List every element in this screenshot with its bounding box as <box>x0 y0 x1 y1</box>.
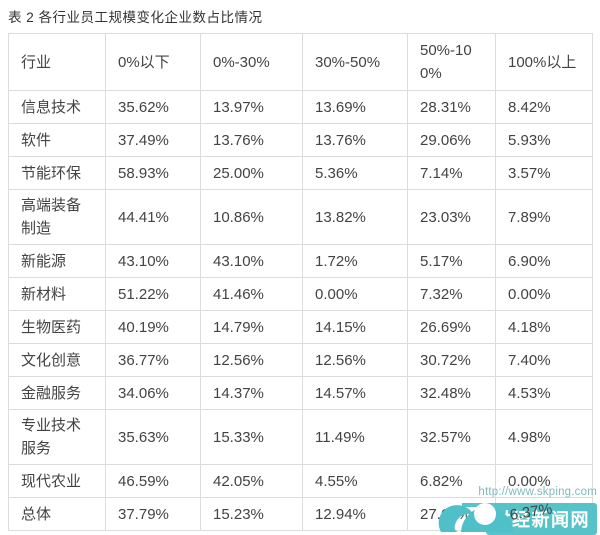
value-cell: 7.14% <box>407 156 496 190</box>
value-cell: 26.69% <box>407 310 496 344</box>
value-cell: 13.97% <box>200 90 303 124</box>
value-cell: 14.15% <box>302 310 408 344</box>
column-header-above-100: 100%以上 <box>495 33 593 91</box>
value-cell: 40.19% <box>105 310 201 344</box>
industry-cell: 新材料 <box>8 277 106 311</box>
column-header-30-50: 30%-50% <box>302 33 408 91</box>
value-cell: 15.23% <box>200 497 303 531</box>
column-header-below-0: 0%以下 <box>105 33 201 91</box>
value-cell: 15.33% <box>200 409 303 465</box>
industry-change-table: 行业 0%以下 0%-30% 30%-50% 50%-100% 100%以上 信… <box>8 33 593 531</box>
value-cell: 12.56% <box>200 343 303 377</box>
value-cell: 13.76% <box>200 123 303 157</box>
value-cell: 0.00% <box>302 277 408 311</box>
value-cell: 36.77% <box>105 343 201 377</box>
value-cell: 4.55% <box>302 464 408 498</box>
value-cell: 28.31% <box>407 90 496 124</box>
industry-cell: 新能源 <box>8 244 106 278</box>
value-cell: 35.63% <box>105 409 201 465</box>
value-cell: 11.49% <box>302 409 408 465</box>
value-cell: 7.40% <box>495 343 593 377</box>
value-cell: 13.76% <box>302 123 408 157</box>
value-cell: 29.06% <box>407 123 496 157</box>
industry-cell: 生物医药 <box>8 310 106 344</box>
value-cell: 44.41% <box>105 189 201 245</box>
value-cell: 30.72% <box>407 343 496 377</box>
industry-cell: 专业技术服务 <box>8 409 106 465</box>
value-cell: 51.22% <box>105 277 201 311</box>
industry-cell: 金融服务 <box>8 376 106 410</box>
value-cell: 10.86% <box>200 189 303 245</box>
value-cell: 32.57% <box>407 409 496 465</box>
industry-cell: 文化创意 <box>8 343 106 377</box>
value-cell: 42.05% <box>200 464 303 498</box>
value-cell: 5.93% <box>495 123 593 157</box>
value-cell: 0.00% <box>495 464 593 498</box>
industry-cell: 高端装备制造 <box>8 189 106 245</box>
table-row: 软件 37.49% 13.76% 13.76% 29.06% 5.93% <box>8 123 593 157</box>
value-cell: 58.93% <box>105 156 201 190</box>
value-cell: 4.98% <box>495 409 593 465</box>
value-cell: 14.57% <box>302 376 408 410</box>
industry-cell: 总体 <box>8 497 106 531</box>
table-row: 生物医药 40.19% 14.79% 14.15% 26.69% 4.18% <box>8 310 593 344</box>
watermark-url: http://www.skping.com <box>478 486 597 498</box>
value-cell: 3.57% <box>495 156 593 190</box>
value-cell: 35.62% <box>105 90 201 124</box>
value-cell: 37.49% <box>105 123 201 157</box>
value-cell: 7.32% <box>407 277 496 311</box>
value-cell: 1.72% <box>302 244 408 278</box>
table-row: 金融服务 34.06% 14.37% 14.57% 32.48% 4.53% <box>8 376 593 410</box>
industry-cell: 现代农业 <box>8 464 106 498</box>
value-cell: 34.06% <box>105 376 201 410</box>
column-header-50-100: 50%-100% <box>407 33 496 91</box>
value-cell: 0.00% <box>495 277 593 311</box>
value-cell: 32.48% <box>407 376 496 410</box>
value-cell: 37.79% <box>105 497 201 531</box>
table-row: 新能源 43.10% 43.10% 1.72% 5.17% 6.90% <box>8 244 593 278</box>
industry-cell: 软件 <box>8 123 106 157</box>
table-row: 文化创意 36.77% 12.56% 12.56% 30.72% 7.40% <box>8 343 593 377</box>
value-cell: 6.90% <box>495 244 593 278</box>
table-row: 节能环保 58.93% 25.00% 5.36% 7.14% 3.57% <box>8 156 593 190</box>
value-cell: 23.03% <box>407 189 496 245</box>
value-cell: 5.17% <box>407 244 496 278</box>
value-cell: 14.79% <box>200 310 303 344</box>
value-cell: 14.37% <box>200 376 303 410</box>
value-cell: 43.10% <box>105 244 201 278</box>
header-row: 行业 0%以下 0%-30% 30%-50% 50%-100% 100%以上 <box>8 33 593 91</box>
value-cell: 5.36% <box>302 156 408 190</box>
value-cell: 12.94% <box>302 497 408 531</box>
value-cell: 41.46% <box>200 277 303 311</box>
table-row: 现代农业 46.59% 42.05% 4.55% 6.82% 0.00% <box>8 464 593 498</box>
site-logo-icon <box>438 503 514 532</box>
column-header-0-30: 0%-30% <box>200 33 303 91</box>
value-cell: 43.10% <box>200 244 303 278</box>
column-header-industry: 行业 <box>8 33 106 91</box>
table-row: 专业技术服务 35.63% 15.33% 11.49% 32.57% 4.98% <box>8 409 593 465</box>
value-cell: 13.69% <box>302 90 408 124</box>
value-cell: 46.59% <box>105 464 201 498</box>
value-cell: 25.00% <box>200 156 303 190</box>
table-row: 高端装备制造 44.41% 10.86% 13.82% 23.03% 7.89% <box>8 189 593 245</box>
value-cell: 13.82% <box>302 189 408 245</box>
industry-cell: 节能环保 <box>8 156 106 190</box>
table-row: 新材料 51.22% 41.46% 0.00% 7.32% 0.00% <box>8 277 593 311</box>
table-row: 信息技术 35.62% 13.97% 13.69% 28.31% 8.42% <box>8 90 593 124</box>
value-cell: 4.18% <box>495 310 593 344</box>
industry-cell: 信息技术 <box>8 90 106 124</box>
value-cell: 8.42% <box>495 90 593 124</box>
value-cell: 4.53% <box>495 376 593 410</box>
table-caption: 表 2 各行业员工规模变化企业数占比情况 <box>8 10 263 25</box>
value-cell: 12.56% <box>302 343 408 377</box>
value-cell: 7.89% <box>495 189 593 245</box>
